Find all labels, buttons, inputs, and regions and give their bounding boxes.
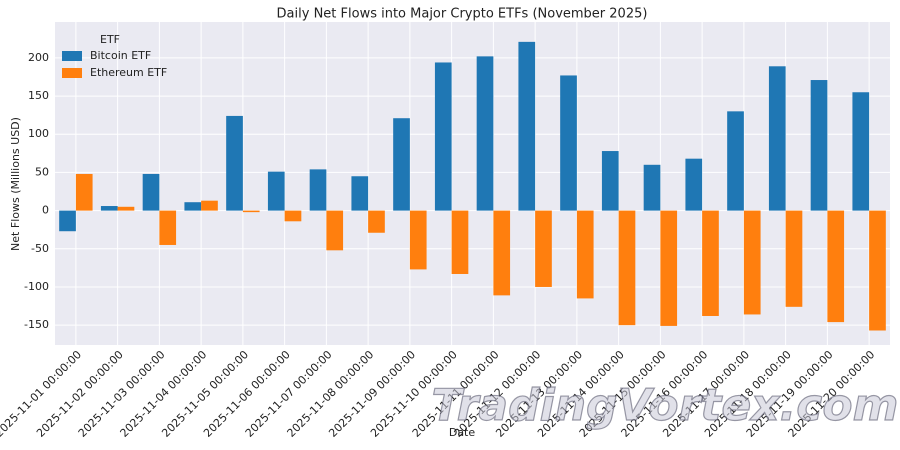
y-tick-label: 50 xyxy=(35,165,49,178)
bar xyxy=(685,158,703,211)
bar xyxy=(142,173,160,211)
y-tick-label: -100 xyxy=(24,280,49,293)
bar xyxy=(560,75,577,211)
watermark: TradingVortex.com xyxy=(432,380,899,431)
bar xyxy=(827,210,845,323)
bar xyxy=(601,151,619,211)
bar xyxy=(727,111,744,211)
legend-label: Bitcoin ETF xyxy=(90,49,151,62)
bar xyxy=(267,171,285,211)
bar xyxy=(785,210,803,307)
y-tick-label: -50 xyxy=(31,242,49,255)
bar xyxy=(226,115,243,211)
x-axis-label: Date xyxy=(449,426,476,439)
bar xyxy=(184,202,202,211)
bar xyxy=(702,210,719,316)
legend-label: Ethereum ETF xyxy=(90,66,167,79)
bar xyxy=(643,164,661,211)
bar xyxy=(351,176,369,211)
y-tick-label: 200 xyxy=(28,51,49,64)
bar xyxy=(75,173,93,211)
bar xyxy=(159,210,177,245)
bar xyxy=(810,80,828,211)
legend-title: ETF xyxy=(100,33,120,46)
bar xyxy=(284,210,302,222)
bar xyxy=(768,66,786,211)
bar xyxy=(434,62,452,211)
bar xyxy=(59,210,76,232)
bar xyxy=(451,210,469,274)
bar xyxy=(117,206,135,211)
plot-area xyxy=(55,22,890,345)
bar xyxy=(576,210,594,299)
y-tick-label: 100 xyxy=(28,127,49,140)
bar xyxy=(368,210,385,233)
bar xyxy=(535,210,552,287)
bar xyxy=(743,210,761,315)
y-axis-label: Net Flows (Millions USD) xyxy=(9,117,22,251)
bar xyxy=(326,210,344,251)
bar xyxy=(518,41,536,211)
legend-swatch xyxy=(62,68,82,78)
bar xyxy=(242,210,260,213)
bar xyxy=(201,200,218,211)
bar xyxy=(660,210,678,326)
y-tick-label: 0 xyxy=(42,204,49,217)
y-tick-label: -150 xyxy=(24,318,49,331)
bar xyxy=(100,206,118,211)
bar xyxy=(309,169,327,211)
legend-swatch xyxy=(62,51,82,61)
bar xyxy=(393,118,410,211)
bar xyxy=(852,92,870,211)
bar xyxy=(409,210,427,270)
bar xyxy=(618,210,636,326)
y-tick-label: 150 xyxy=(28,89,49,102)
bar xyxy=(869,210,886,331)
bar xyxy=(476,56,494,211)
chart-title: Daily Net Flows into Major Crypto ETFs (… xyxy=(277,7,648,22)
bar xyxy=(493,210,511,296)
